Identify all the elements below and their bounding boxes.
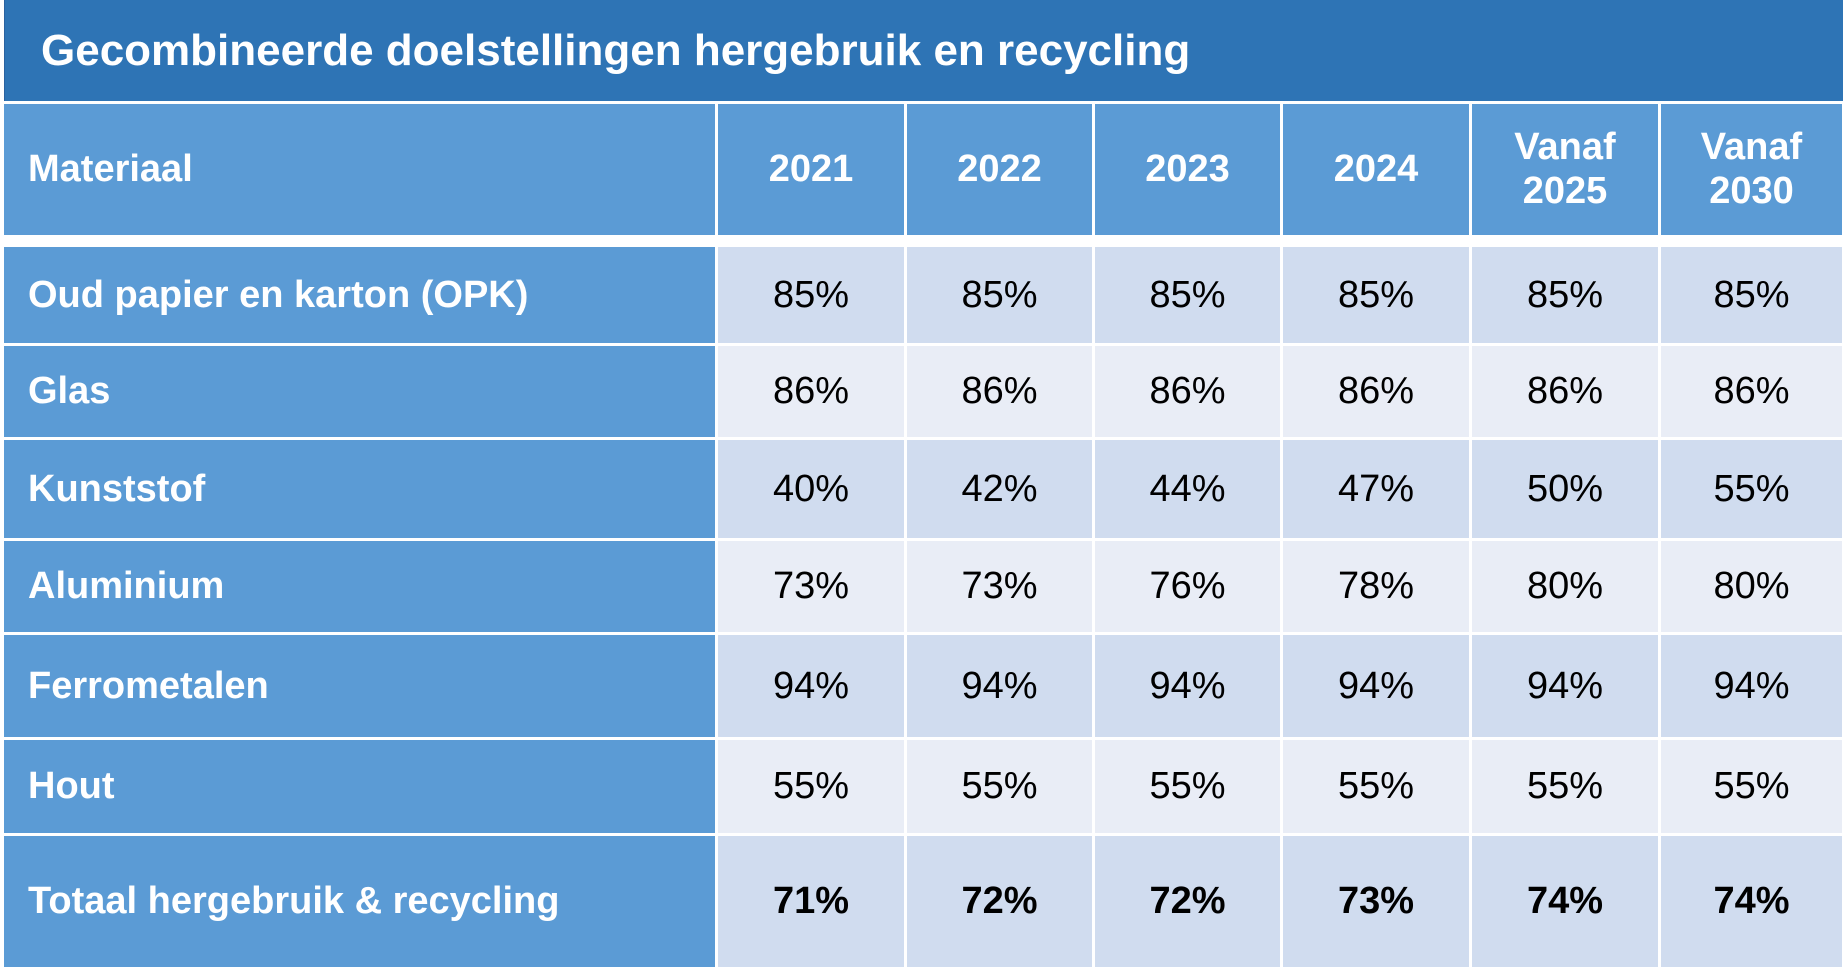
row-label: Glas [4,346,715,437]
value-cell: 47% [1283,440,1469,538]
value-cell: 80% [1472,541,1658,632]
header-year: Vanaf 2030 [1661,104,1842,235]
value-cell: 94% [1661,635,1842,737]
value-cell: 86% [1472,346,1658,437]
value-cell: 86% [1095,346,1280,437]
value-cell: 72% [907,836,1092,967]
row-label: Kunststof [4,440,715,538]
value-cell: 55% [907,740,1092,833]
value-cell: 94% [1472,635,1658,737]
header-material: Materiaal [4,104,715,235]
header-year: Vanaf 2025 [1472,104,1658,235]
header-year: 2024 [1283,104,1469,235]
value-cell: 85% [1095,247,1280,343]
value-cell: 94% [907,635,1092,737]
value-cell: 73% [907,541,1092,632]
row-label: Oud papier en karton (OPK) [4,247,715,343]
value-cell: 74% [1472,836,1658,967]
header-year: 2023 [1095,104,1280,235]
title-bar: Gecombineerde doelstellingen hergebruik … [4,0,1843,101]
value-cell: 42% [907,440,1092,538]
value-cell: 76% [1095,541,1280,632]
value-cell: 94% [718,635,904,737]
value-cell: 55% [1661,440,1842,538]
value-cell: 85% [1661,247,1842,343]
header-year: 2022 [907,104,1092,235]
row-label: Totaal hergebruik & recycling [4,836,715,967]
page-title: Gecombineerde doelstellingen hergebruik … [41,26,1191,75]
value-cell: 94% [1283,635,1469,737]
row-label: Hout [4,740,715,833]
value-cell: 78% [1283,541,1469,632]
row-label: Aluminium [4,541,715,632]
value-cell: 71% [718,836,904,967]
value-cell: 86% [907,346,1092,437]
value-cell: 86% [1283,346,1469,437]
value-cell: 72% [1095,836,1280,967]
value-cell: 85% [718,247,904,343]
value-cell: 86% [718,346,904,437]
value-cell: 55% [1283,740,1469,833]
value-cell: 73% [1283,836,1469,967]
header-year: 2021 [718,104,904,235]
value-cell: 94% [1095,635,1280,737]
value-cell: 55% [1095,740,1280,833]
value-cell: 86% [1661,346,1842,437]
row-label: Ferrometalen [4,635,715,737]
value-cell: 44% [1095,440,1280,538]
value-cell: 80% [1661,541,1842,632]
value-cell: 73% [718,541,904,632]
value-cell: 85% [1283,247,1469,343]
value-cell: 85% [1472,247,1658,343]
value-cell: 85% [907,247,1092,343]
value-cell: 55% [1472,740,1658,833]
value-cell: 55% [1661,740,1842,833]
value-cell: 74% [1661,836,1842,967]
value-cell: 55% [718,740,904,833]
value-cell: 40% [718,440,904,538]
value-cell: 50% [1472,440,1658,538]
